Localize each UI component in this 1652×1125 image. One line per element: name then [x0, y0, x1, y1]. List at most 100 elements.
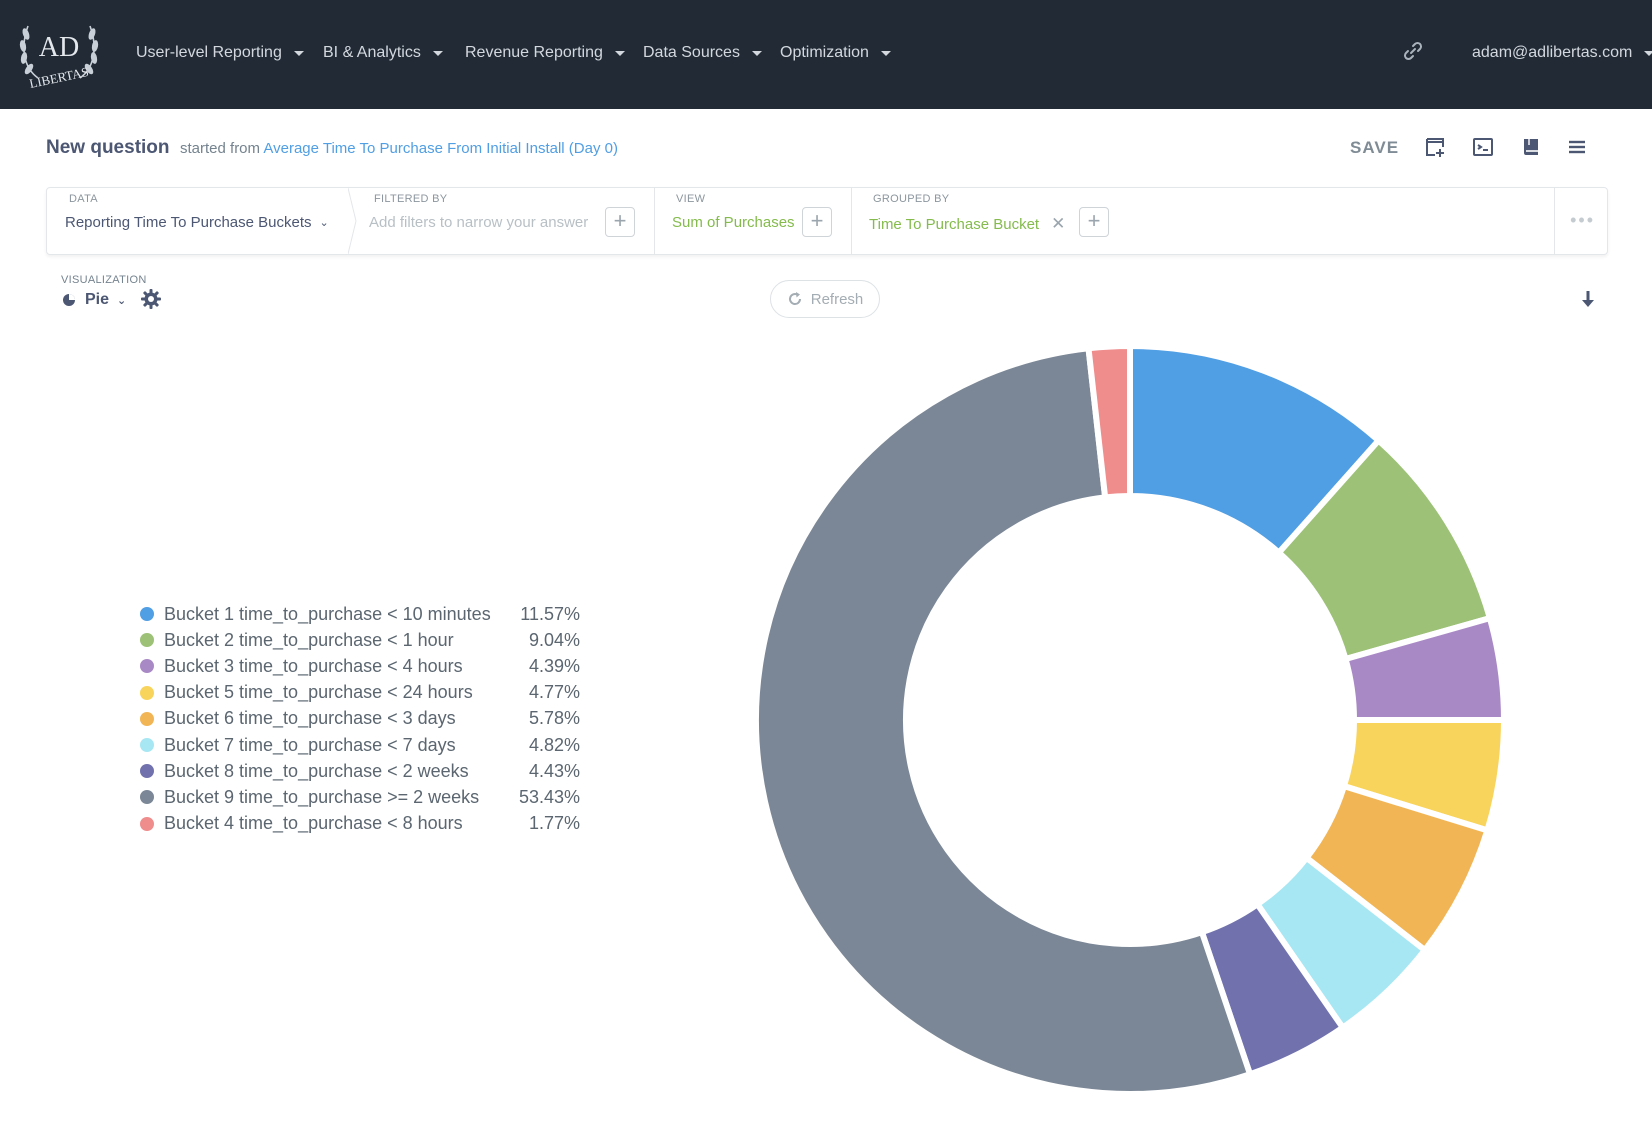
- nav-data-sources[interactable]: Data Sources: [643, 44, 762, 62]
- legend-item[interactable]: Bucket 4 time_to_purchase < 8 hours 1.77%: [140, 811, 580, 837]
- legend-item[interactable]: Bucket 8 time_to_purchase < 2 weeks 4.43%: [140, 758, 580, 784]
- legend-value: 4.39%: [528, 655, 580, 676]
- group-by-value: Time To Purchase Bucket: [869, 215, 1040, 233]
- group-section: GROUPED BY Time To Purchase Bucket ✕ +: [852, 188, 1352, 254]
- refresh-button[interactable]: Refresh: [770, 280, 880, 318]
- nav-item-label: User-level Reporting: [136, 44, 282, 61]
- pie-slice[interactable]: [753, 345, 1254, 1097]
- nav-item-label: BI & Analytics: [323, 44, 421, 61]
- legend-item[interactable]: Bucket 5 time_to_purchase < 24 hours 4.77…: [140, 680, 580, 706]
- legend-label: Bucket 1 time_to_purchase < 10 minutes: [164, 603, 491, 624]
- reference-icon[interactable]: [1520, 136, 1542, 158]
- caret-down-icon: [880, 50, 891, 56]
- started-from-prefix: started from: [180, 140, 261, 157]
- gear-icon[interactable]: [140, 288, 162, 310]
- svg-text:LIBERTAS: LIBERTAS: [28, 64, 90, 91]
- sql-icon[interactable]: [1472, 136, 1494, 158]
- caret-down-icon: [751, 50, 762, 56]
- nav-item-label: Data Sources: [643, 44, 740, 61]
- legend-item[interactable]: Bucket 2 time_to_purchase < 1 hour 9.04%: [140, 627, 580, 653]
- user-menu[interactable]: adam@adlibertas.com: [1472, 44, 1652, 62]
- data-label: DATA: [69, 193, 98, 205]
- legend-label: Bucket 3 time_to_purchase < 4 hours: [164, 655, 463, 676]
- pie-chart-icon: [63, 294, 75, 306]
- legend-label: Bucket 9 time_to_purchase >= 2 weeks: [164, 786, 480, 807]
- view-label: VIEW: [676, 193, 706, 205]
- section-arrow-divider: [348, 188, 357, 254]
- legend-dot-icon: [140, 738, 154, 753]
- legend-dot-icon: [140, 659, 154, 674]
- legend-item[interactable]: Bucket 1 time_to_purchase < 10 minutes 11…: [140, 601, 580, 627]
- legend-item[interactable]: Bucket 9 time_to_purchase >= 2 weeks 53.4…: [140, 784, 580, 810]
- legend-dot-icon: [140, 764, 154, 779]
- section-divider: [851, 188, 852, 254]
- page-title: New question: [46, 137, 170, 158]
- nav-user-level-reporting[interactable]: User-level Reporting: [136, 44, 304, 62]
- filter-label: FILTERED BY: [374, 193, 448, 205]
- source-question-link[interactable]: Average Time To Purchase From Initial In…: [263, 140, 618, 157]
- nav-optimization[interactable]: Optimization: [780, 44, 891, 62]
- download-icon[interactable]: [1578, 288, 1598, 312]
- legend-dot-icon: [140, 685, 154, 700]
- legend-value: 9.04%: [528, 629, 580, 650]
- remove-icon[interactable]: ✕: [1051, 214, 1066, 233]
- legend-item[interactable]: Bucket 3 time_to_purchase < 4 hours 4.39%: [140, 653, 580, 679]
- refresh-label: Refresh: [810, 290, 864, 308]
- group-by-field[interactable]: Time To Purchase Bucket ✕: [869, 214, 1065, 234]
- nav-item-label: Optimization: [780, 44, 869, 61]
- legend-label: Bucket 5 time_to_purchase < 24 hours: [164, 682, 473, 703]
- legend-item[interactable]: Bucket 6 time_to_purchase < 3 days 5.78%: [140, 706, 580, 732]
- nav-bi-analytics[interactable]: BI & Analytics: [323, 44, 443, 62]
- legend-label: Bucket 7 time_to_purchase < 7 days: [164, 734, 456, 755]
- query-builder: DATA Reporting Time To Purchase Buckets …: [46, 187, 1608, 255]
- caret-down-icon: [1644, 50, 1652, 56]
- chevron-down-icon: ⌄: [117, 294, 127, 307]
- user-email: adam@adlibertas.com: [1472, 44, 1633, 61]
- legend-label: Bucket 8 time_to_purchase < 2 weeks: [164, 760, 469, 781]
- visualization-type-select[interactable]: Pie ⌄: [62, 291, 126, 309]
- legend-value: 53.43%: [518, 786, 580, 807]
- add-to-dashboard-icon[interactable]: [1424, 136, 1446, 158]
- legend-dot-icon: [140, 633, 154, 648]
- pie-chart: [753, 343, 1507, 1097]
- pie-slice[interactable]: [1085, 343, 1133, 501]
- data-source-select[interactable]: Reporting Time To Purchase Buckets ⌄: [65, 214, 329, 231]
- view-section: VIEW Sum of Purchases +: [655, 188, 851, 254]
- section-divider: [1554, 188, 1555, 254]
- view-aggregation[interactable]: Sum of Purchases: [672, 214, 795, 231]
- legend-label: Bucket 2 time_to_purchase < 1 hour: [164, 629, 454, 650]
- visualization-type-label: Pie: [85, 291, 110, 308]
- save-button[interactable]: SAVE: [1350, 138, 1400, 157]
- svg-text:AD: AD: [39, 32, 79, 63]
- add-breakout-button[interactable]: +: [1079, 207, 1109, 237]
- menu-icon[interactable]: [1566, 136, 1588, 158]
- section-divider: [654, 188, 655, 254]
- link-icon[interactable]: [1402, 40, 1424, 62]
- chart-legend: Bucket 1 time_to_purchase < 10 minutes 11…: [140, 601, 580, 837]
- legend-item[interactable]: Bucket 7 time_to_purchase < 7 days 4.82%: [140, 732, 580, 758]
- group-label: GROUPED BY: [873, 193, 950, 205]
- ad-libertas-logo[interactable]: AD LIBERTAS: [14, 12, 104, 96]
- legend-value: 1.77%: [528, 813, 580, 834]
- filter-section: FILTERED BY Add filters to narrow your a…: [349, 188, 654, 254]
- nav-revenue-reporting[interactable]: Revenue Reporting: [465, 44, 625, 62]
- legend-dot-icon: [140, 711, 154, 726]
- nav-item-label: Revenue Reporting: [465, 44, 603, 61]
- legend-dot-icon: [140, 607, 154, 622]
- data-section[interactable]: DATA Reporting Time To Purchase Buckets …: [47, 188, 349, 254]
- more-options-icon[interactable]: •••: [1570, 210, 1595, 230]
- legend-value: 11.57%: [520, 603, 580, 624]
- add-aggregation-button[interactable]: +: [802, 207, 832, 237]
- filter-placeholder[interactable]: Add filters to narrow your answer: [369, 214, 589, 231]
- legend-value: 5.78%: [528, 708, 580, 729]
- legend-value: 4.77%: [528, 682, 580, 703]
- started-from: started from Average Time To Purchase Fr…: [180, 140, 618, 157]
- legend-value: 4.82%: [528, 734, 580, 755]
- data-source-value: Reporting Time To Purchase Buckets: [65, 214, 312, 231]
- legend-label: Bucket 6 time_to_purchase < 3 days: [164, 708, 456, 729]
- add-filter-button[interactable]: +: [605, 207, 635, 237]
- caret-down-icon: [432, 50, 443, 56]
- caret-down-icon: [614, 50, 625, 56]
- caret-down-icon: [293, 50, 304, 56]
- legend-dot-icon: [140, 816, 154, 831]
